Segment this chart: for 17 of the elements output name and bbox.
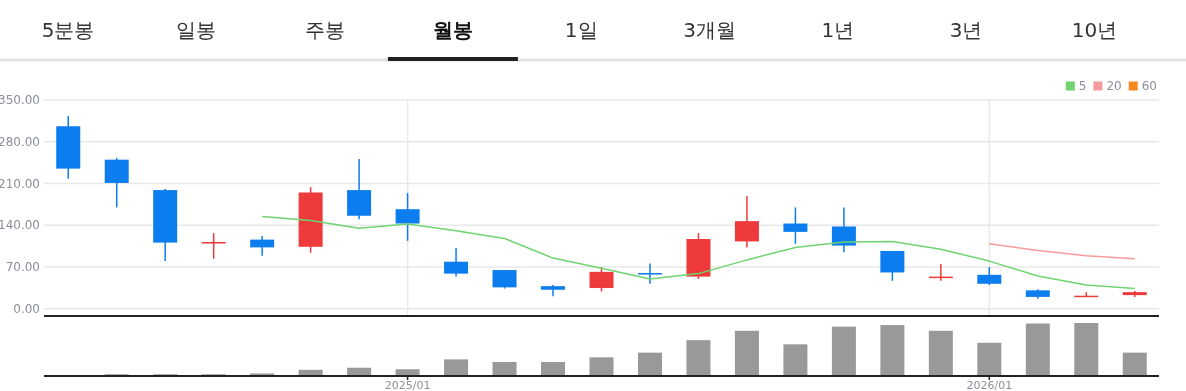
- y-tick-label: 70.00: [5, 260, 40, 275]
- legend-label: 5: [1078, 79, 1087, 93]
- text: 일봉: [176, 18, 217, 42]
- text: 3년: [949, 18, 983, 42]
- text: 5분봉: [41, 18, 95, 42]
- y-tick-label: 0.00: [13, 301, 40, 316]
- text: 3개월: [683, 18, 736, 42]
- legend-label: 20: [1106, 79, 1122, 93]
- x-tick-label: 2026/01: [966, 379, 1013, 391]
- text: 1년: [821, 18, 855, 42]
- text: 10년: [1071, 18, 1118, 42]
- text: 1일: [564, 18, 598, 42]
- text: 주봉: [304, 18, 345, 42]
- text: 월봉: [432, 18, 473, 42]
- legend-label: 60: [1141, 79, 1157, 93]
- x-tick-label: 2025/01: [384, 379, 431, 391]
- y-tick-label: 140.00: [0, 218, 40, 233]
